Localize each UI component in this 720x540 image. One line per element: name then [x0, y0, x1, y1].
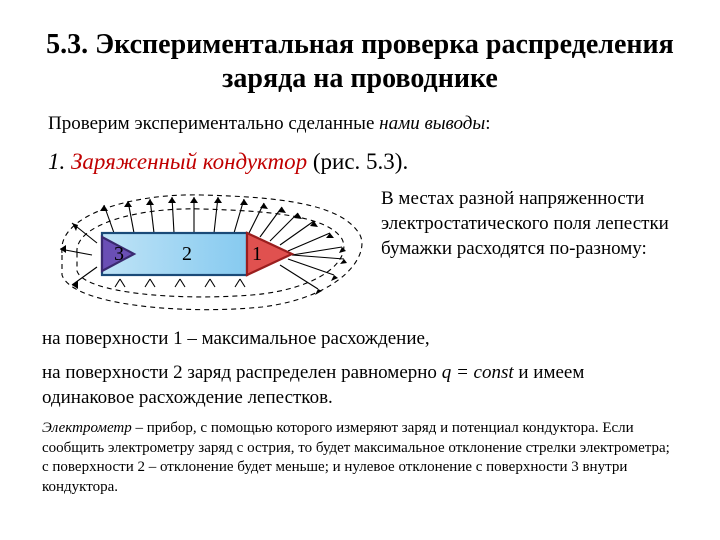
figure-5-3: 3 2 1 [42, 185, 367, 320]
slide-title: 5.3. Экспериментальная проверка распреде… [42, 28, 678, 95]
paragraph-surface-1: на поверхности 1 – максимальное расхожде… [42, 326, 678, 352]
item-1-tail: (рис. 5.3). [307, 149, 408, 174]
right-text: В местах разной напряженности электроста… [381, 185, 678, 261]
para2-a: на поверхности 2 заряд распределен равно… [42, 362, 442, 383]
item-1-red: Заряженный кондуктор [71, 149, 307, 174]
intro-italic: нами выводы [379, 113, 485, 134]
item-1-number: 1. [48, 149, 71, 174]
intro-text: Проверим экспериментально сделанные нами… [48, 113, 678, 135]
diagram-label-3: 3 [114, 243, 124, 265]
diagram-label-2: 2 [182, 243, 192, 265]
intro-tail: : [485, 113, 490, 134]
intro-plain: Проверим экспериментально сделанные [48, 113, 379, 134]
footnote-rest: – прибор, с помощью которого измеряют за… [42, 420, 670, 495]
footnote-lead: Электрометр [42, 420, 132, 436]
footnote: Электрометр – прибор, с помощью которого… [42, 419, 678, 497]
paragraph-surface-2: на поверхности 2 заряд распределен равно… [42, 360, 678, 411]
para2-q: q = const [442, 362, 514, 383]
item-1: 1. Заряженный кондуктор (рис. 5.3). [48, 149, 678, 175]
diagram-label-1: 1 [252, 243, 262, 265]
